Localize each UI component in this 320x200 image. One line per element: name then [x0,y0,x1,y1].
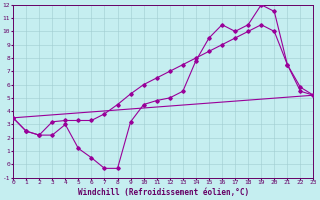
X-axis label: Windchill (Refroidissement éolien,°C): Windchill (Refroidissement éolien,°C) [78,188,249,197]
